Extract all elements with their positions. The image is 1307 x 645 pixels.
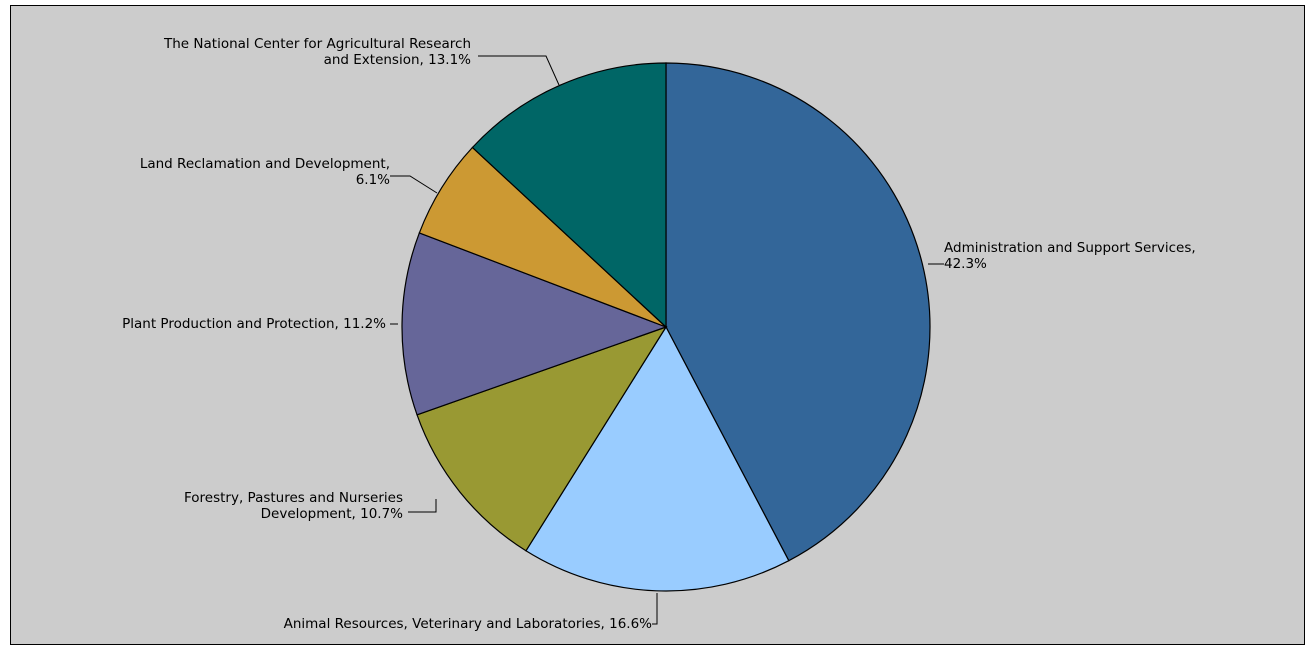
slice-label-5: The National Center for Agricultural Res… (163, 36, 471, 68)
slice-label-line: Administration and Support Services, (944, 240, 1196, 256)
slice-label-line: and Extension, 13.1% (324, 52, 472, 68)
leader-line-1 (652, 593, 658, 625)
slice-label-line: Plant Production and Protection, 11.2% (122, 316, 386, 332)
slice-label-line: 6.1% (356, 172, 390, 188)
slice-label-line: Animal Resources, Veterinary and Laborat… (284, 616, 653, 632)
slice-label-4: Land Reclamation and Development, 6.1% (140, 156, 390, 188)
slice-label-line: Forestry, Pastures and Nurseries (184, 490, 403, 506)
leader-line-2 (408, 499, 437, 513)
pie-slice-1 (525, 325, 790, 592)
slice-label-line: 42.3% (944, 256, 987, 272)
slice-label-0: Administration and Support Services, 42.3… (944, 240, 1196, 272)
leader-line-4 (390, 175, 438, 194)
slice-label-line: Land Reclamation and Development, (140, 156, 390, 172)
pie-slice-0 (665, 62, 931, 562)
pie-slice-2 (416, 325, 668, 552)
slice-label-1: Animal Resources, Veterinary and Laborat… (284, 616, 653, 632)
slice-label-line: The National Center for Agricultural Res… (163, 36, 471, 52)
pie-slice-5 (471, 62, 667, 329)
slice-label-3: Plant Production and Protection, 11.2% (122, 316, 386, 332)
leader-line-5 (478, 55, 560, 86)
slice-label-2: Forestry, Pastures and Nurseries Developm… (184, 490, 403, 522)
slice-label-line: Development, 10.7% (261, 506, 404, 522)
pie-slice-3 (401, 232, 668, 416)
